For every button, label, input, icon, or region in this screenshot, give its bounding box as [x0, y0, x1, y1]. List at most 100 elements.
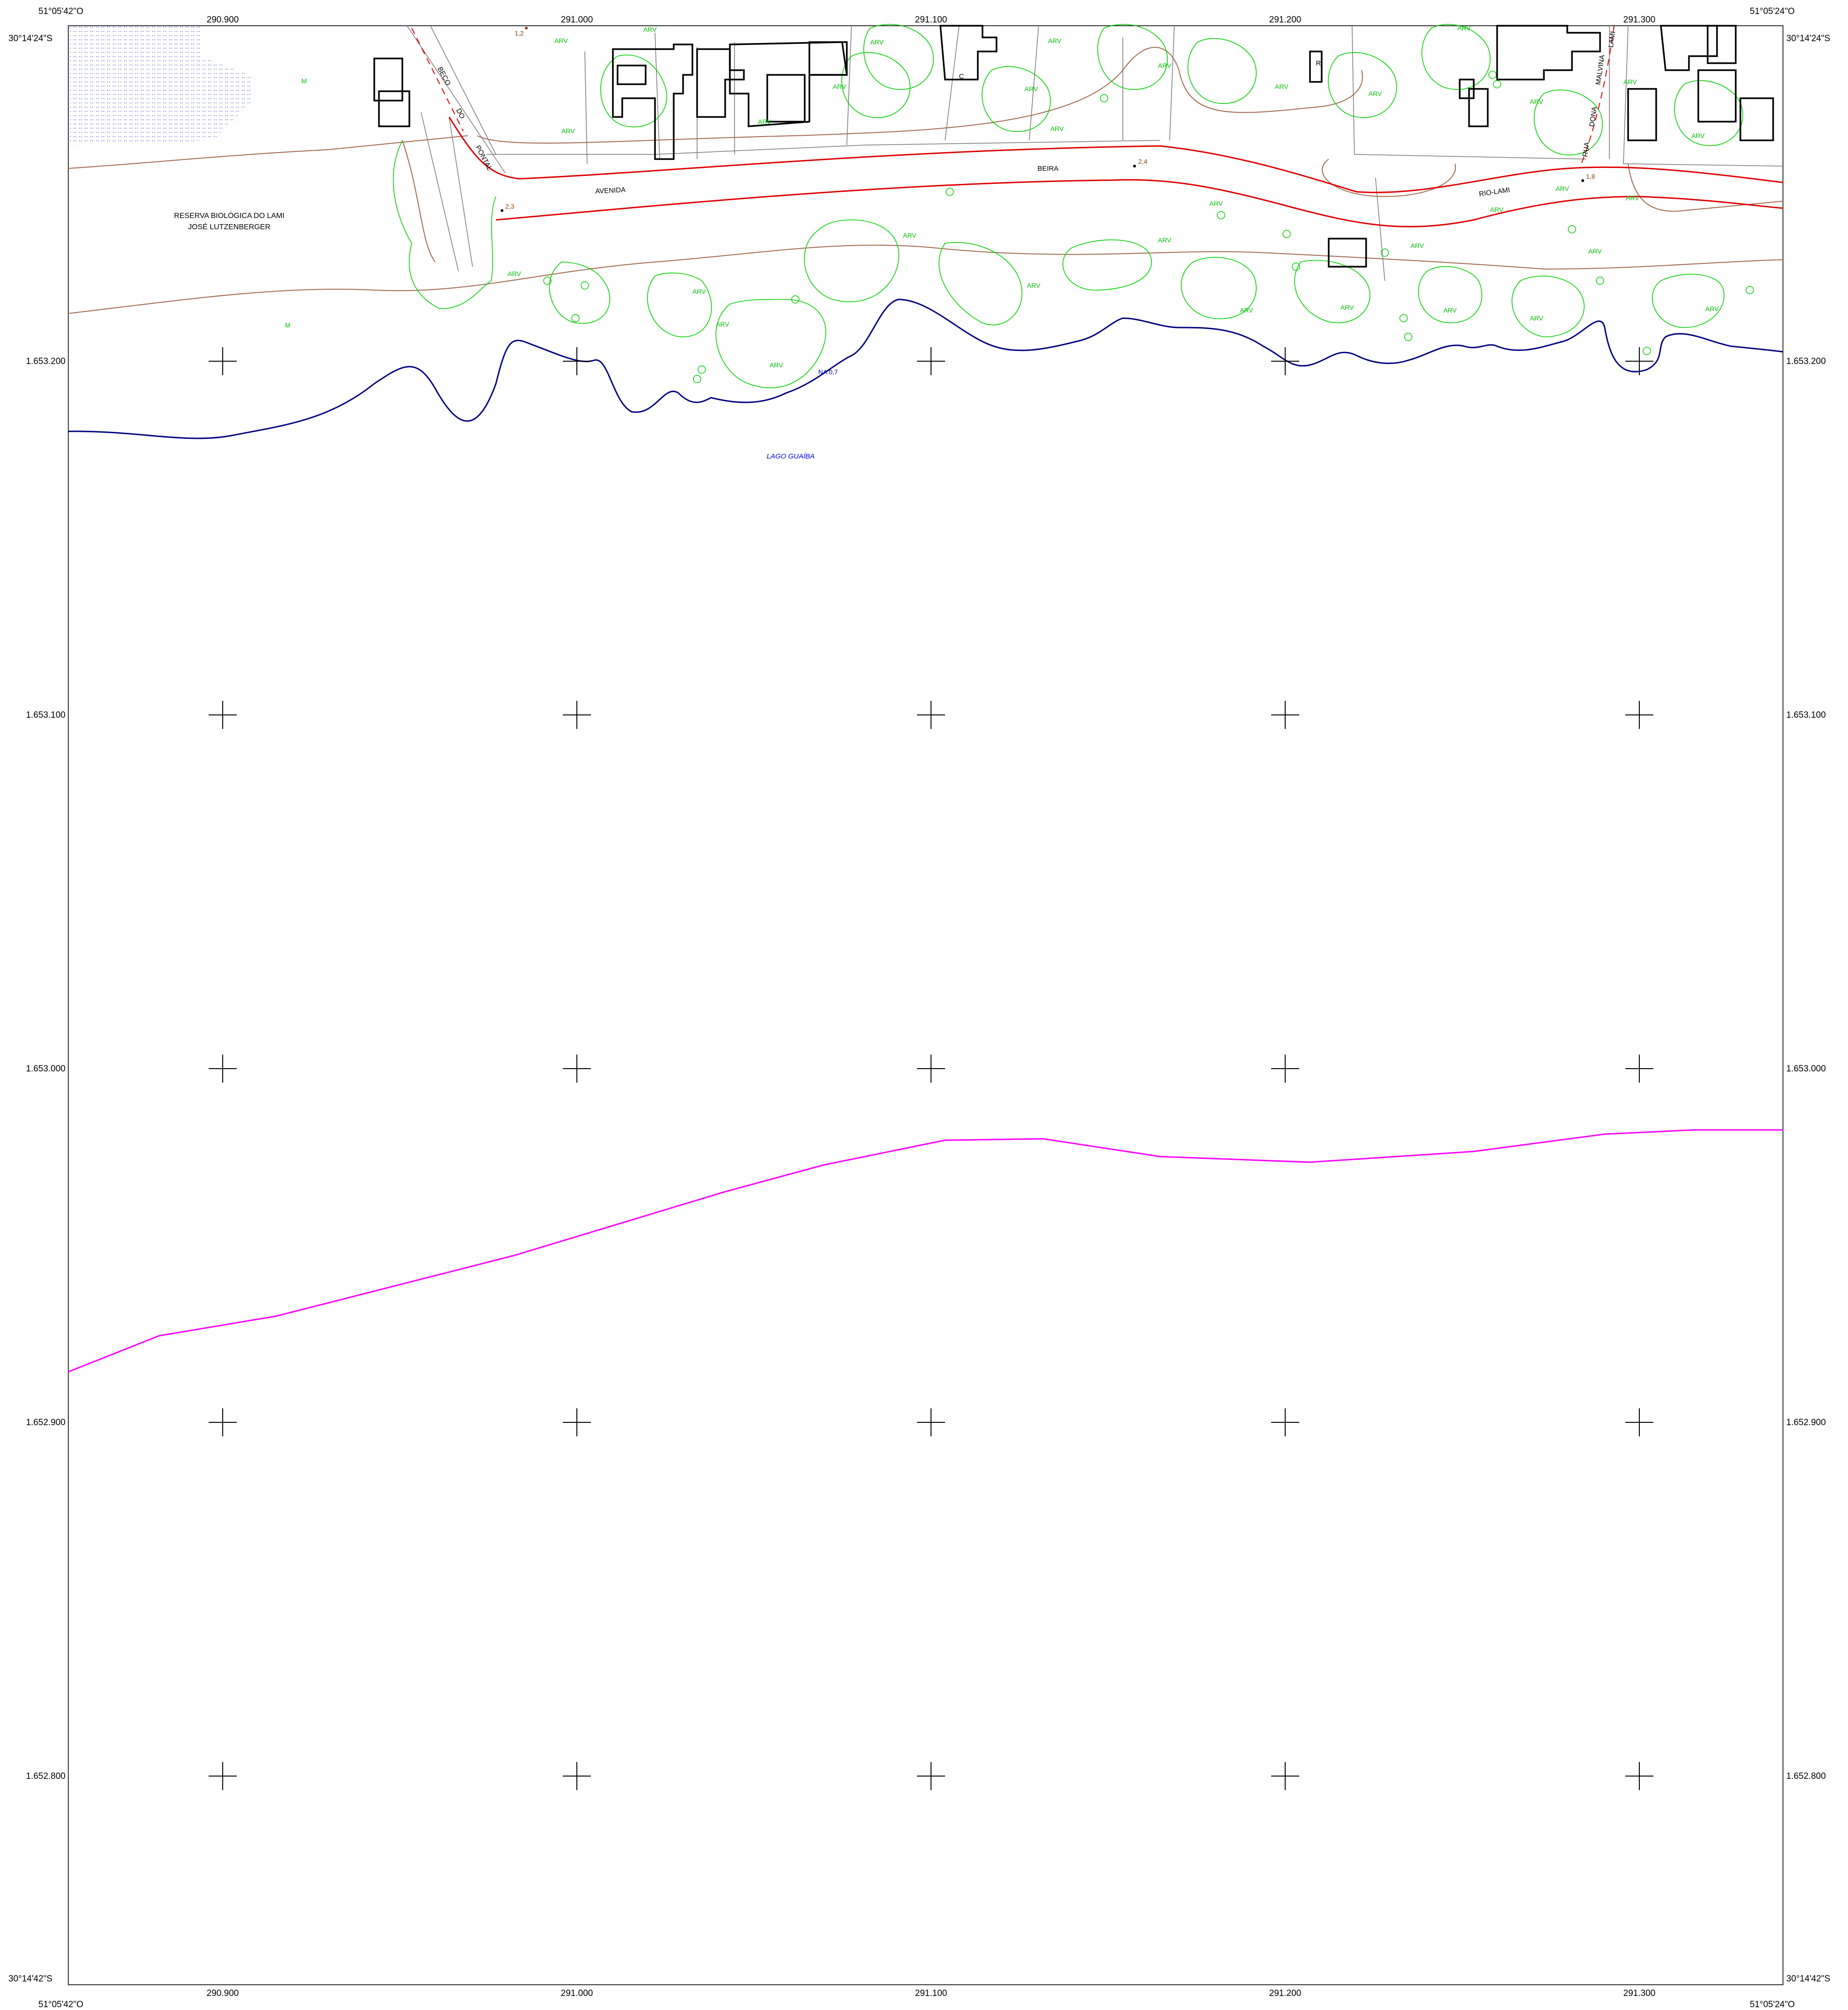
grid-cross [563, 1408, 591, 1436]
arv-label: ARV [1623, 78, 1637, 86]
northing-label-left-5: 1.652.800 [26, 1771, 65, 1781]
arv-label: ARV [1025, 85, 1038, 93]
arv-label: ARV [554, 37, 568, 44]
easting-label-top-1: 290.900 [207, 15, 239, 25]
arv-label: ARV [1240, 306, 1253, 314]
arv-label: ARV [1050, 125, 1064, 132]
corner-lon-top-right: 51°05'24"O [1750, 7, 1795, 16]
grid-cross [209, 1055, 237, 1083]
tree-symbols [543, 71, 1754, 383]
marsh-label-1: M [301, 77, 307, 85]
northing-label-left-3: 1.653.000 [26, 1064, 65, 1074]
northing-label-left-4: 1.652.900 [26, 1418, 65, 1427]
vegetation-outlines [393, 24, 1743, 388]
grid-cross [1271, 1762, 1299, 1790]
building-label-r: R [1316, 59, 1321, 67]
avenida-beira-rio-lami [448, 117, 1783, 227]
arv-label: ARV [1626, 194, 1639, 202]
street-label-pontal: PONTAL [474, 144, 494, 172]
street-label-rio-lami: RIO-LAMI [1478, 186, 1510, 198]
marsh-hatch-area [68, 26, 250, 145]
grid-cross [1271, 347, 1299, 375]
grid-cross [563, 701, 591, 729]
grid-cross [563, 1762, 591, 1790]
northing-label-right-2: 1.653.100 [1786, 710, 1826, 720]
street-label-dona: DONA [1588, 106, 1599, 127]
map-frame [68, 25, 1783, 1985]
grid-cross [1271, 1055, 1299, 1083]
arv-label: ARV [1340, 304, 1354, 311]
grid-cross [1625, 701, 1653, 729]
street-label-beira: BEIRA [1037, 165, 1058, 173]
street-label-rua: RUA [1581, 142, 1591, 158]
northing-label-right-4: 1.652.900 [1786, 1418, 1826, 1427]
easting-label-bottom-4: 291.200 [1269, 1988, 1302, 1998]
shoreline [68, 299, 1783, 439]
buildings [373, 25, 1774, 268]
water-level-label: NA 0,7 [818, 368, 838, 376]
arv-label: ARV [870, 38, 884, 46]
arv-label: ARV [643, 26, 657, 33]
northing-label-right-1: 1.653.200 [1786, 357, 1826, 366]
arv-label: ARV [1048, 37, 1062, 44]
northing-label-right-5: 1.652.800 [1786, 1771, 1826, 1781]
corner-lat-bottom-right: 30°14'42"S [1786, 1974, 1830, 1984]
grid-cross [1271, 1408, 1299, 1436]
easting-label-top-2: 291.000 [561, 15, 593, 25]
spot-height-1: 1,2 [515, 29, 524, 37]
northing-label-left-2: 1.653.100 [26, 710, 65, 720]
street-label-lami: LAMI [1607, 31, 1617, 48]
grid-cross [917, 701, 945, 729]
property-lines [407, 25, 1783, 281]
street-label-do: DO [454, 107, 466, 120]
grid-cross [1625, 347, 1653, 375]
arv-label: ARV [1368, 90, 1382, 97]
easting-label-top-4: 291.200 [1269, 15, 1302, 25]
street-label-beco: BECO [436, 66, 452, 87]
street-label-malvina: MALVINA [1594, 54, 1607, 85]
arv-label: ARV [1530, 314, 1543, 322]
arv-label: ARV [770, 361, 783, 369]
grid-cross [917, 347, 945, 375]
arv-label: ARV [1588, 248, 1602, 255]
easting-label-top-3: 291.100 [915, 15, 947, 25]
grid-cross [1625, 1055, 1653, 1083]
arv-label: ARV [1158, 236, 1171, 244]
arv-label: ARV [1275, 83, 1288, 90]
easting-label-bottom-2: 291.000 [561, 1988, 593, 1998]
grid-cross [563, 347, 591, 375]
grid-cross [917, 1762, 945, 1790]
arv-label: ARV [1556, 185, 1569, 192]
corner-lon-top-left: 51°05'42"O [38, 7, 83, 16]
arv-label: ARV [903, 232, 917, 239]
arv-label: ARV [692, 288, 706, 295]
arv-label: ARV [1443, 306, 1457, 314]
arv-label: ARV [833, 83, 846, 90]
easting-label-bottom-3: 291.100 [915, 1988, 947, 1998]
arv-label: ARV [508, 270, 521, 277]
grid-cross [1625, 1762, 1653, 1790]
grid-cross [209, 1762, 237, 1790]
grid-cross [917, 1408, 945, 1436]
arv-label: ARV [1530, 98, 1543, 105]
northing-label-left-1: 1.653.200 [26, 357, 65, 366]
tree-labels: ARV ARV ARV ARV ARV ARV ARV ARV ARV ARV … [508, 24, 1719, 369]
grid-cross [209, 347, 237, 375]
grid-cross [209, 701, 237, 729]
corner-lat-top-right: 30°14'24"S [1786, 34, 1830, 44]
reserve-name-line2: JOSÉ LUTZENBERGER [188, 222, 270, 231]
contour-lines [68, 47, 1783, 314]
street-centerlines [411, 25, 1615, 164]
corner-lat-bottom-left: 30°14'42"S [8, 1974, 52, 1984]
corner-lon-bottom-left: 51°05'42"O [38, 2000, 83, 2010]
spot-height-2: 2,3 [505, 203, 515, 210]
arv-label: ARV [1705, 305, 1719, 313]
grid-cross [917, 1055, 945, 1083]
arv-label: ARV [716, 320, 729, 328]
arv-label: ARV [1158, 62, 1171, 69]
reserve-name-line1: RESERVA BIOLÓGICA DO LAMI [174, 211, 284, 220]
corner-lat-top-left: 30°14'24"S [8, 34, 52, 44]
easting-label-bottom-1: 290.900 [207, 1988, 239, 1998]
marsh-label-2: M [285, 321, 291, 329]
